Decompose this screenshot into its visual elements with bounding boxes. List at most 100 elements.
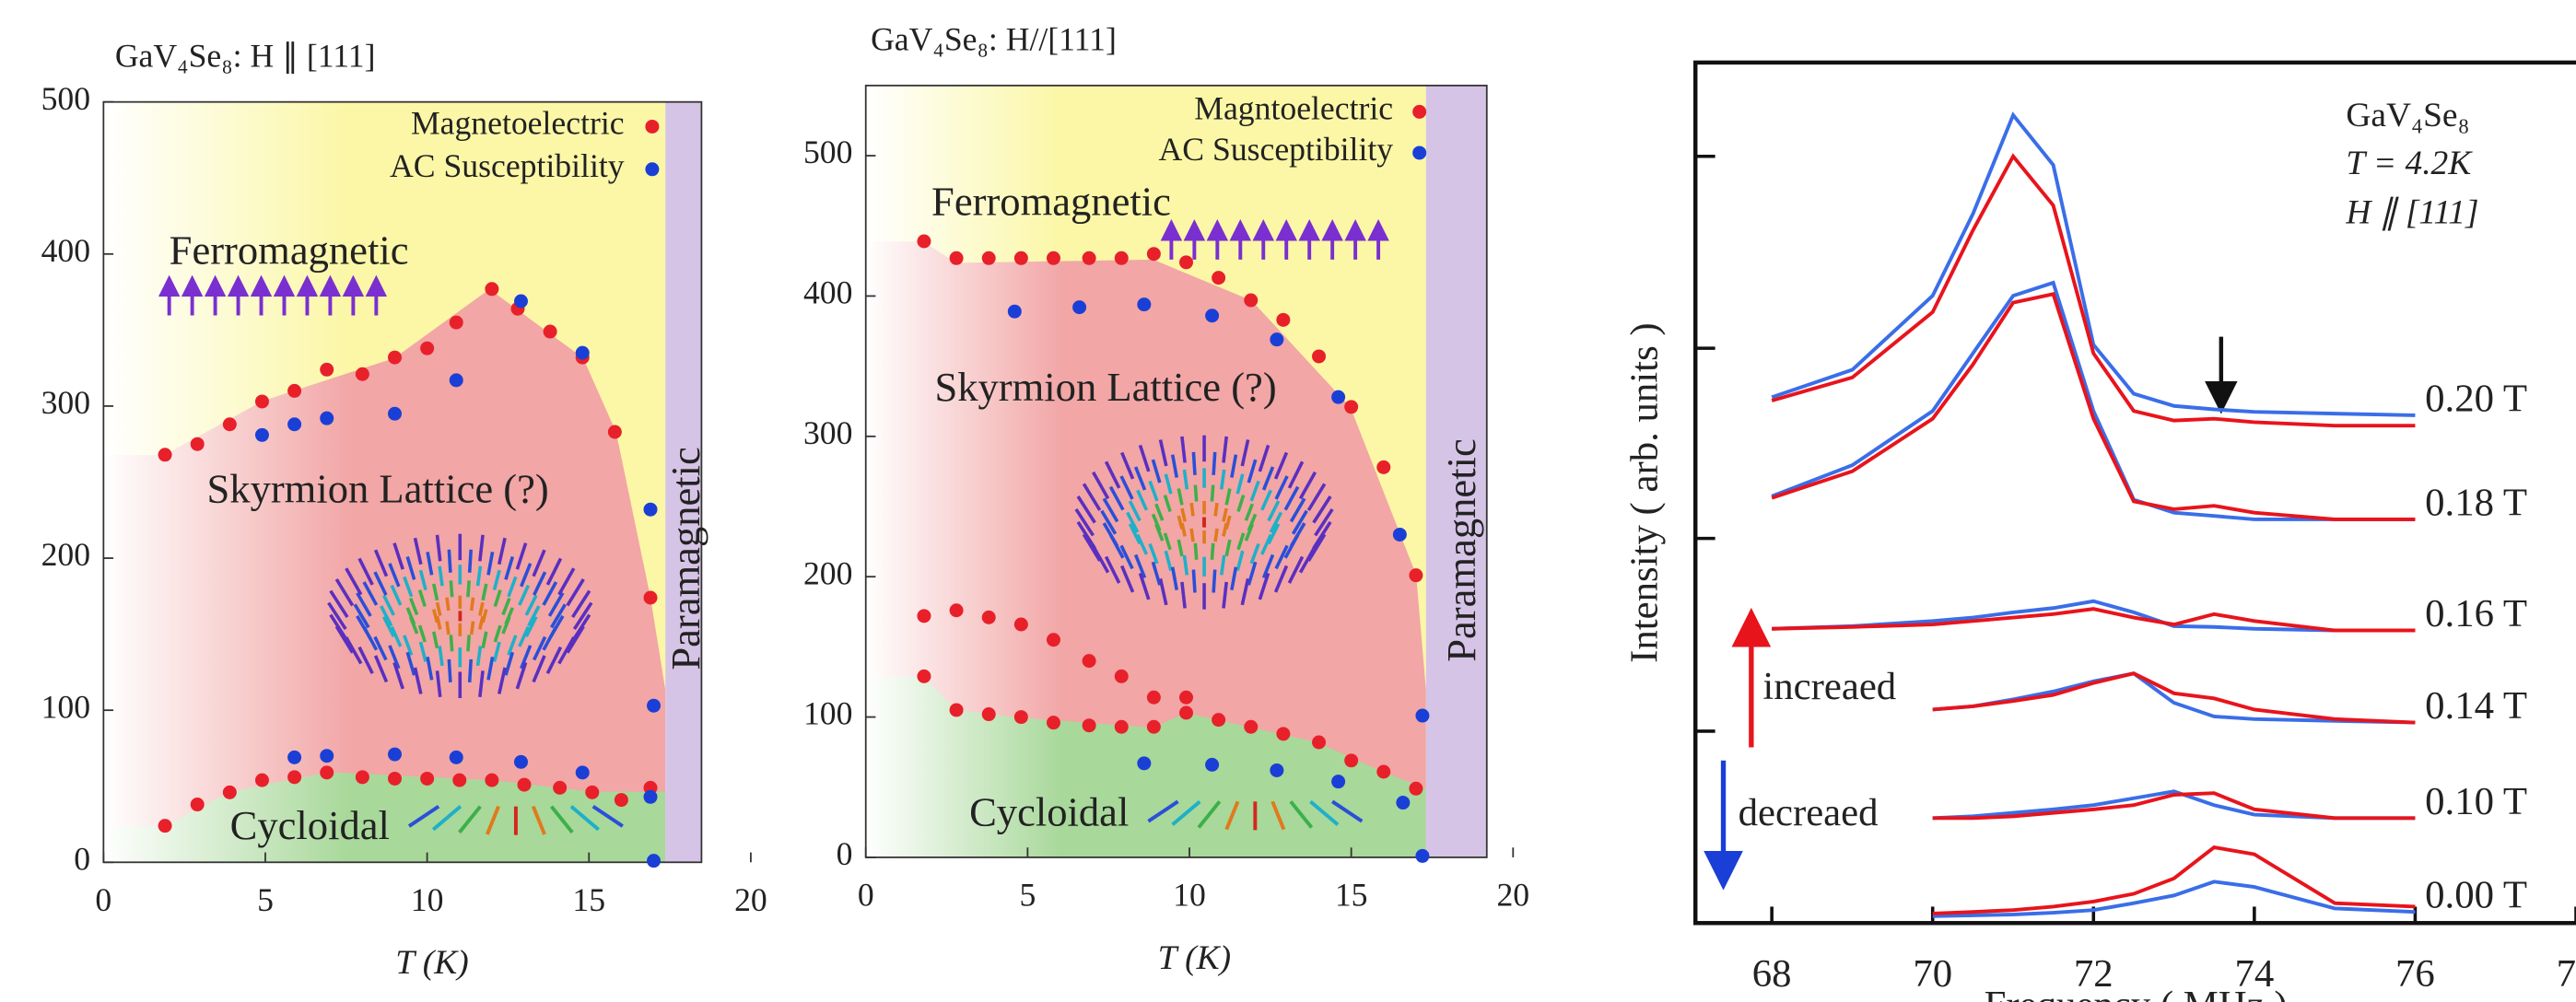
data-point <box>1146 719 1161 734</box>
skyrmion-spin <box>1133 466 1147 491</box>
skyrmion-spin <box>1269 511 1283 533</box>
data-point <box>1082 654 1096 669</box>
skyrmion-spin <box>345 636 363 665</box>
data-point <box>575 345 590 360</box>
skyrmion-spin <box>447 658 452 683</box>
x-tick-label: 10 <box>1173 877 1206 914</box>
skyrmion-spin <box>426 552 434 576</box>
y-tick-label: 500 <box>803 134 852 170</box>
phase-regions <box>864 84 1488 858</box>
region-label: Paramagnetic <box>662 447 708 670</box>
data-point <box>607 425 622 439</box>
curve-label: 0.18 T <box>2425 482 2527 525</box>
skyrmion-spin <box>1244 503 1254 521</box>
skyrmion-spin <box>478 534 485 562</box>
y-tick-label: 400 <box>803 274 852 311</box>
skyrmion-spin <box>1082 533 1102 562</box>
data-point <box>643 502 658 517</box>
data-point <box>1046 250 1060 265</box>
skyrmion-spin <box>392 661 404 690</box>
skyrmion-spin <box>1258 572 1270 600</box>
skyrmion-spin <box>469 597 475 612</box>
skyrmion-spin <box>1235 550 1245 572</box>
legend-marker <box>645 162 660 177</box>
skyrmion-spin <box>1148 480 1159 502</box>
skyrmion-spin <box>1220 554 1226 576</box>
skyrmion-spin <box>334 578 355 607</box>
skyrmion-spin <box>1154 503 1165 521</box>
skyrmion-spin <box>1151 561 1162 586</box>
data-point <box>287 383 302 398</box>
cycloid-spin <box>1331 799 1364 823</box>
data-point <box>643 789 658 804</box>
skyrmion-spin <box>418 641 427 662</box>
skyrmion-spin <box>1224 539 1232 557</box>
skyrmion-spin <box>403 635 414 656</box>
skyrmion-spin <box>1148 542 1159 565</box>
skyrmion-spin <box>475 646 483 667</box>
skyrmion-spin <box>445 597 451 612</box>
skyrmion-spin <box>542 625 558 651</box>
skyrmion-spin <box>1230 566 1238 591</box>
skyrmion-spin <box>1191 451 1197 475</box>
skyrmion-spin <box>545 557 563 586</box>
data-point <box>1114 250 1129 265</box>
x-tick-label: 70 <box>1913 952 1952 996</box>
data-point <box>1114 669 1129 683</box>
y-tick-label: 0 <box>74 840 90 877</box>
y-tick-label: 200 <box>41 536 90 573</box>
skyrmion-spin <box>1287 555 1305 584</box>
skyrmion-spin <box>467 658 473 683</box>
skyrmion-spin <box>466 580 471 598</box>
data-point <box>420 771 435 786</box>
skyrmion-spin <box>413 667 423 694</box>
skyrmion-spin <box>566 578 585 607</box>
skyrmion-spin <box>1298 471 1317 500</box>
skyrmion-spin <box>1177 539 1184 557</box>
skyrmion-spin <box>1291 509 1308 535</box>
skyrmion-spin <box>520 645 533 670</box>
data-point <box>1179 705 1193 720</box>
skyrmion-spin <box>520 563 533 588</box>
skyrmion-spin <box>1298 545 1317 574</box>
y-tick-label: 500 <box>41 80 90 117</box>
data-point <box>1013 710 1028 725</box>
legend-label: Magnetoelectric <box>411 105 625 142</box>
data-point <box>320 765 334 780</box>
skyrmion-spin <box>557 636 576 665</box>
skyrmion-spin <box>418 569 427 591</box>
skyrmion-spin <box>426 656 434 681</box>
data-point <box>355 770 369 785</box>
skyrmion-spin <box>1260 533 1272 555</box>
skyrmion-spin <box>1119 544 1134 570</box>
skyrmion-spin <box>435 601 442 616</box>
data-point <box>1244 293 1259 308</box>
data-point <box>575 765 590 780</box>
data-point <box>647 854 662 868</box>
skyrmion-spin <box>1108 485 1125 511</box>
skyrmion-spin <box>1261 553 1275 579</box>
skyrmion-spin <box>572 601 593 631</box>
data-point <box>1312 349 1327 364</box>
data-point <box>388 350 402 365</box>
cycloid-spin <box>1224 800 1240 831</box>
skyrmion-spin <box>435 670 442 698</box>
skyrmion-spin <box>478 670 485 698</box>
curve <box>1932 791 2416 821</box>
data-point <box>388 406 402 421</box>
curve <box>1932 671 2416 725</box>
skyrmion-spin <box>1289 497 1306 523</box>
skyrmion-spin <box>1222 507 1228 522</box>
skyrmion-spin <box>467 549 473 573</box>
data-point <box>222 417 237 432</box>
cycloid-spin <box>1171 799 1201 826</box>
data-point <box>388 747 402 762</box>
skyrmion-spin <box>1133 553 1147 579</box>
data-point <box>1046 633 1060 647</box>
skyrmion-spin <box>1128 500 1142 522</box>
skyrmion-spin <box>329 589 349 619</box>
curve <box>1772 599 2416 633</box>
skyrmion-spin <box>1247 459 1258 484</box>
skyrmion-spin <box>392 542 404 570</box>
data-point <box>1013 250 1028 265</box>
